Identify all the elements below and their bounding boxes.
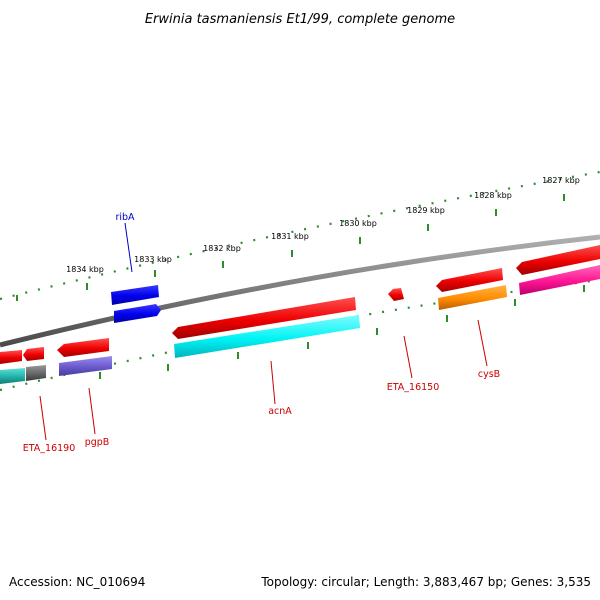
- feature-track-forward: [0, 245, 600, 364]
- gene-cysB-orange[interactable]: [438, 285, 507, 310]
- feature-track-reverse: [0, 265, 600, 384]
- gene-labels: ribA ETA_16190 pgpB acnA ETA_16150 cysB: [23, 212, 500, 454]
- major-ticks-inner: [99, 285, 585, 379]
- gene-ribA-bar[interactable]: [111, 285, 159, 305]
- gene-acnA-cyan[interactable]: [174, 315, 360, 358]
- gene-gray-partial[interactable]: [26, 365, 46, 381]
- pgpB-leader: [88, 387, 96, 435]
- gene-teal-partial[interactable]: [0, 368, 25, 384]
- gene-pgpB-upper[interactable]: [57, 338, 109, 357]
- ETA_16150-leader: [403, 335, 413, 379]
- tick-label: 1831 kbp: [271, 232, 309, 241]
- major-ticks-outer: [16, 194, 565, 301]
- map-title: Erwinia tasmaniensis Et1/99, complete ge…: [145, 12, 455, 27]
- genome-backbone: [0, 234, 600, 348]
- gene-ribA-arrow[interactable]: [114, 304, 161, 323]
- gene-label-leaders: [39, 222, 488, 441]
- ETA_16190-leader: [39, 395, 47, 441]
- gene-red-partial-1[interactable]: [0, 350, 22, 364]
- tick-label: 1827 kbp: [542, 176, 580, 185]
- scale-labels: 1834 kbp 1833 kbp 1832 kbp 1831 kbp 1830…: [66, 176, 580, 274]
- gene-label-cysB[interactable]: cysB: [478, 369, 500, 380]
- cysB-leader: [477, 319, 488, 367]
- gene-label-pgpB[interactable]: pgpB: [85, 437, 110, 448]
- gene-label-ribA[interactable]: ribA: [115, 212, 135, 223]
- ribA-leader: [124, 222, 133, 273]
- accession-text: Accession: NC_010694: [9, 575, 146, 589]
- gene-label-ETA_16190[interactable]: ETA_16190: [23, 443, 76, 454]
- gene-magenta-right[interactable]: [519, 265, 600, 295]
- tick-label: 1832 kbp: [203, 244, 241, 253]
- gene-acnA-upper[interactable]: [172, 297, 356, 339]
- tick-label: 1829 kbp: [407, 206, 445, 215]
- gene-label-ETA_16150[interactable]: ETA_16150: [387, 382, 440, 393]
- tick-label: 1833 kbp: [134, 255, 172, 264]
- gene-label-acnA[interactable]: acnA: [268, 406, 292, 417]
- gene-red-right[interactable]: [516, 245, 600, 275]
- gene-cysB-upper[interactable]: [436, 268, 503, 292]
- genome-summary-text: Topology: circular; Length: 3,883,467 bp…: [261, 575, 591, 589]
- gene-ETA_16150[interactable]: [388, 288, 404, 301]
- gene-pgpB-purple[interactable]: [59, 356, 112, 376]
- tick-label: 1830 kbp: [339, 219, 377, 228]
- gene-red-partial-2[interactable]: [23, 347, 44, 361]
- tick-label: 1828 kbp: [474, 191, 512, 200]
- tick-label: 1834 kbp: [66, 265, 104, 274]
- acnA-leader: [270, 360, 276, 405]
